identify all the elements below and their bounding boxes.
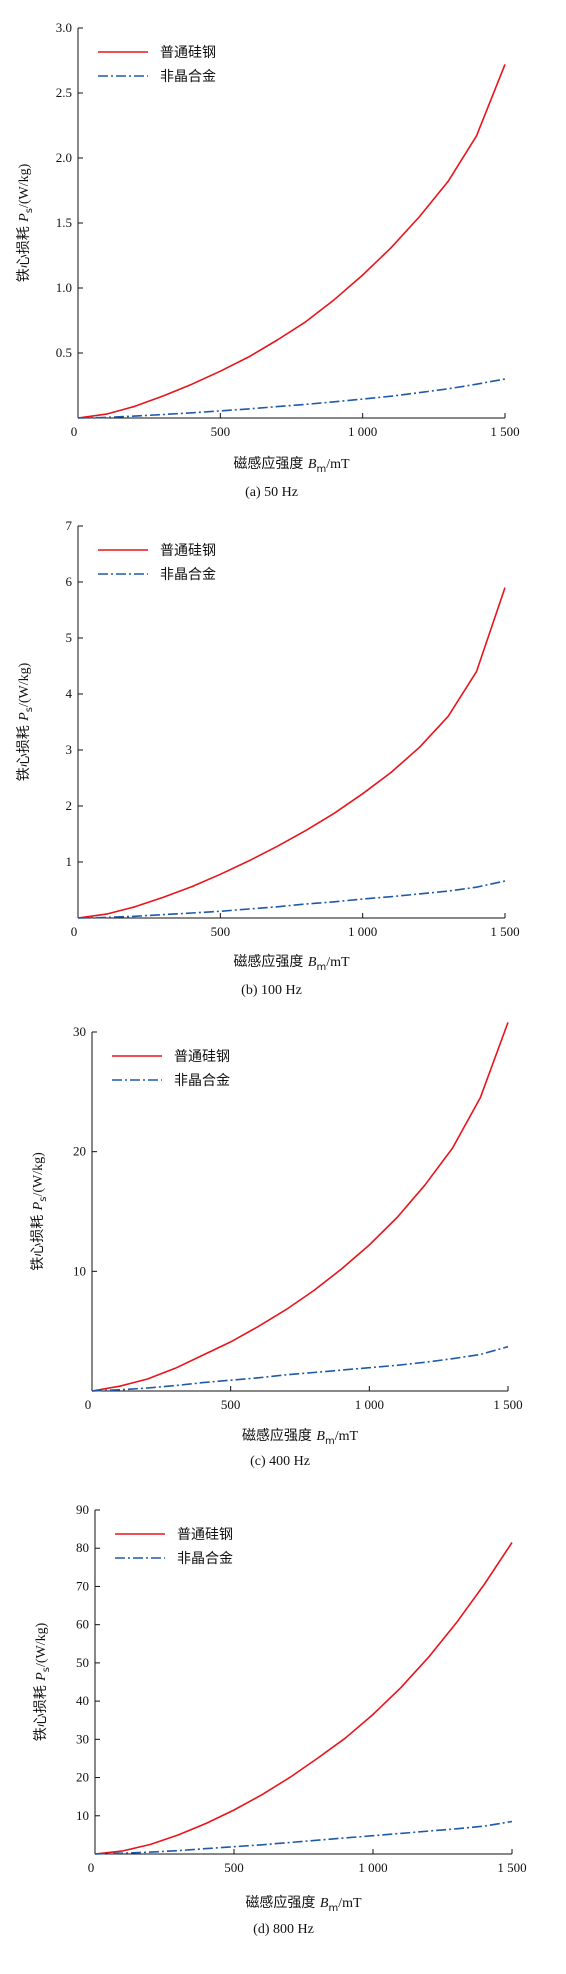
y-tick-label: 10 <box>73 1263 86 1278</box>
chart-panel-b: 0 1 2 3 4 5 6 7 500 1 000 1 500 普通硅钢非晶合金磁感应强度 Bm/mT… <box>0 500 566 1000</box>
legend-label-1: 普通硅钢 <box>160 543 216 559</box>
series-line-1 <box>77 587 506 919</box>
series-line-2 <box>77 880 506 919</box>
legend-label-1: 普通硅钢 <box>177 1527 233 1543</box>
x-tick-label: 1 500 <box>493 1397 522 1412</box>
x-tick-label: 500 <box>221 1397 241 1412</box>
chart-panel-c: 0 10 20 30 500 1 000 1 500 普通硅钢非晶合金磁感应强度 Bm/mT 铁… <box>0 1000 566 1470</box>
x-axis-label: 磁感应强度 Bm/mT <box>233 455 350 475</box>
y-axis-label: 铁心损耗 Ps/(W/kg) <box>33 1622 52 1741</box>
chart-caption: (c) 400 Hz <box>250 1454 310 1469</box>
chart-a: 0 0.5 1.0 1.5 2.0 2.5 3.0 500 1 000 1 500 普通硅钢非晶合金… <box>16 20 520 500</box>
y-tick-label: 1.0 <box>56 280 72 295</box>
y-axis-label: 铁心损耗 Ps/(W/kg) <box>16 163 35 282</box>
series-line-1 <box>77 64 506 419</box>
y-axis-label: 铁心损耗 Ps/(W/kg) <box>30 1152 49 1271</box>
y-tick-label: 2.5 <box>56 85 72 100</box>
x-tick-label: 1 500 <box>490 424 519 439</box>
y-tick-label: 0.5 <box>56 345 72 360</box>
x-tick-label: 1 500 <box>490 924 519 939</box>
x-tick-label: 1 500 <box>497 1860 526 1875</box>
series-line-1 <box>94 1542 513 1855</box>
origin-tick-label: 0 <box>85 1397 92 1412</box>
series-line-2 <box>77 378 506 419</box>
chart-panel-d: 0 10 20 30 40 50 60 70 80 90 500 1 000 1 500 普通硅钢非晶合金… <box>0 1470 566 1974</box>
origin-tick-label: 0 <box>88 1860 95 1875</box>
y-tick-label: 20 <box>76 1770 89 1785</box>
legend-label-1: 普通硅钢 <box>160 45 216 61</box>
x-tick-label: 1 000 <box>348 424 377 439</box>
y-tick-label: 80 <box>76 1540 89 1555</box>
y-tick-label: 90 <box>76 1502 89 1517</box>
y-axis-label: 铁心损耗 Ps/(W/kg) <box>16 662 35 781</box>
legend-label-2: 非晶合金 <box>160 567 216 583</box>
x-tick-label: 1 000 <box>355 1397 384 1412</box>
x-axis-label: 磁感应强度 Bm/mT <box>242 1427 359 1447</box>
chart-panel-a: 0 0.5 1.0 1.5 2.0 2.5 3.0 500 1 000 1 500 普通硅钢非晶合金… <box>0 0 566 500</box>
y-tick-label: 20 <box>73 1144 86 1159</box>
y-tick-label: 4 <box>66 686 73 701</box>
x-axis-label: 磁感应强度 Bm/mT <box>245 1894 362 1914</box>
y-tick-label: 60 <box>76 1617 89 1632</box>
y-tick-label: 7 <box>66 518 73 533</box>
y-tick-label: 3.0 <box>56 20 72 35</box>
legend-label-2: 非晶合金 <box>160 69 216 85</box>
origin-tick-label: 0 <box>71 424 78 439</box>
chart-caption: (b) 100 Hz <box>241 983 302 998</box>
series-line-2 <box>91 1345 509 1392</box>
series-line-1 <box>91 1022 509 1392</box>
y-tick-label: 10 <box>76 1808 89 1823</box>
y-tick-label: 2 <box>66 798 73 813</box>
origin-tick-label: 0 <box>71 924 78 939</box>
y-tick-label: 3 <box>66 742 73 757</box>
x-tick-label: 500 <box>211 424 231 439</box>
chart-caption: (d) 800 Hz <box>253 1922 314 1937</box>
y-tick-label: 70 <box>76 1578 89 1593</box>
legend-label-1: 普通硅钢 <box>174 1049 230 1065</box>
y-tick-label: 5 <box>66 630 73 645</box>
y-tick-label: 1.5 <box>56 215 72 230</box>
y-tick-label: 50 <box>76 1655 89 1670</box>
legend-label-2: 非晶合金 <box>177 1551 233 1567</box>
y-tick-label: 6 <box>66 574 73 589</box>
chart-d: 0 10 20 30 40 50 60 70 80 90 500 1 000 1 500 普通硅钢非晶合金… <box>33 1502 527 1937</box>
x-tick-label: 1 000 <box>348 924 377 939</box>
series-line-2 <box>94 1820 513 1855</box>
chart-caption: (a) 50 Hz <box>245 485 298 500</box>
y-tick-label: 30 <box>73 1024 86 1039</box>
y-tick-label: 40 <box>76 1693 89 1708</box>
x-tick-label: 500 <box>211 924 231 939</box>
y-tick-label: 2.0 <box>56 150 72 165</box>
y-tick-label: 1 <box>66 854 73 869</box>
legend-label-2: 非晶合金 <box>174 1073 230 1089</box>
x-tick-label: 1 000 <box>358 1860 387 1875</box>
y-tick-label: 30 <box>76 1731 89 1746</box>
x-tick-label: 500 <box>224 1860 244 1875</box>
x-axis-label: 磁感应强度 Bm/mT <box>233 953 350 973</box>
